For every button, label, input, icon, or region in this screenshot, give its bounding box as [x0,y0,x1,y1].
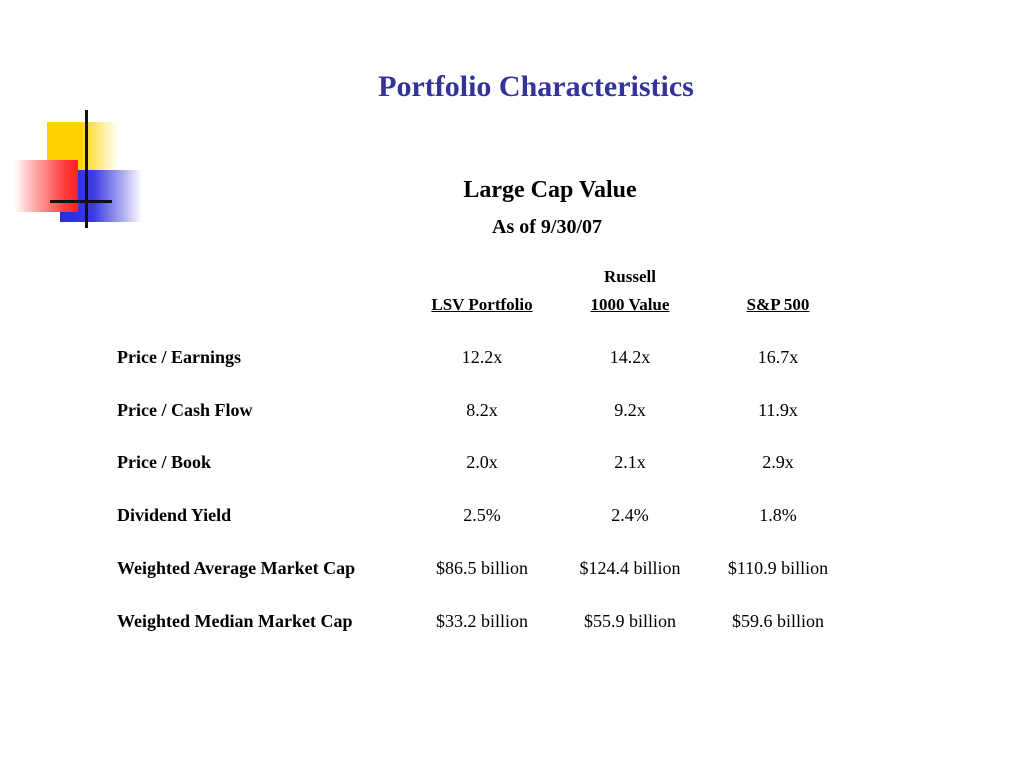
cell-value: $55.9 billion [583,611,676,631]
cell-value: $33.2 billion [435,611,528,631]
cell-value: $59.6 billion [731,611,824,631]
cell-value: $86.5 billion [435,558,528,578]
cell-value: 14.2x [609,347,651,367]
cell-value: 8.2x [466,400,498,420]
row-label: Price / Earnings [117,347,241,367]
column-header-sp500: S&P 500 [746,295,810,314]
as-of-date: As of 9/30/07 [492,216,602,238]
cell-value: $124.4 billion [579,558,681,578]
column-header-lsv: LSV Portfolio [431,295,533,314]
cell-value: 2.1x [614,452,646,472]
cell-value: 2.0x [466,452,498,472]
cell-value: 2.4% [611,505,649,525]
cell-value: 9.2x [614,400,646,420]
row-label: Weighted Average Market Cap [117,558,356,578]
page-subtitle: Large Cap Value [463,177,637,203]
cell-value: 16.7x [757,347,799,367]
logo-horizontal-line [50,200,112,203]
cell-value: 1.8% [759,505,797,525]
cell-value: 11.9x [758,400,798,420]
row-label: Price / Cash Flow [117,400,253,420]
column-header-russell: 1000 Value [590,295,670,314]
row-label: Weighted Median Market Cap [117,611,353,631]
column-header-russell-line1: Russell [604,267,656,286]
row-label: Price / Book [117,452,211,472]
cell-value: $110.9 billion [727,558,829,578]
cell-value: 2.5% [463,505,501,525]
cell-value: 2.9x [762,452,794,472]
logo-vertical-line [85,110,88,228]
page-title: Portfolio Characteristics [378,70,694,103]
decorative-logo-graphic [0,100,150,240]
logo-red-square [14,160,78,212]
row-label: Dividend Yield [117,505,232,525]
cell-value: 12.2x [461,347,503,367]
